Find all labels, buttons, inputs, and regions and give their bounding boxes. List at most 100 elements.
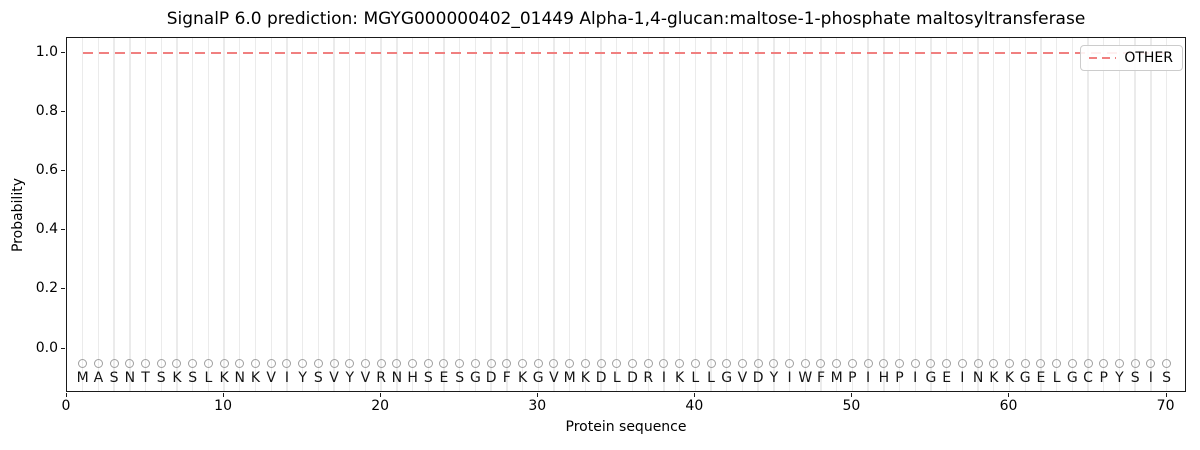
gridline [364, 38, 367, 391]
residue-marker [549, 358, 559, 368]
residue-marker [580, 358, 590, 368]
gridline [647, 38, 649, 391]
residue-marker [800, 358, 810, 368]
residue-marker [250, 358, 260, 368]
residue-marker [266, 358, 276, 368]
residue-letter: Y [345, 370, 355, 387]
residue-marker [1052, 358, 1062, 368]
gridline [663, 38, 665, 391]
gridline [993, 38, 995, 391]
x-tick-mark [537, 393, 539, 397]
residue-marker [392, 358, 402, 368]
x-tick-label: 10 [214, 398, 232, 414]
residue-marker [769, 358, 779, 368]
residue-marker [863, 358, 873, 368]
gridline [568, 38, 571, 391]
residue-marker [423, 358, 433, 368]
residue-letter: K [675, 370, 685, 387]
y-tick-label: 0.0 [35, 339, 58, 356]
residue-marker [832, 358, 842, 368]
residue-letter: N [234, 370, 246, 387]
residue-letter: P [848, 370, 857, 387]
residue-letter: V [329, 370, 339, 387]
chart-title: SignalP 6.0 prediction: MGYG000000402_01… [166, 9, 1086, 29]
gridline [160, 38, 162, 391]
residue-marker [1004, 358, 1014, 368]
gridline [616, 38, 618, 391]
residue-letter: R [376, 370, 387, 387]
residue-marker [785, 358, 795, 368]
gridline [317, 38, 320, 391]
gridline [443, 38, 445, 391]
residue-letter: L [1052, 370, 1061, 387]
gridline [1165, 38, 1168, 391]
x-tick-mark [223, 393, 225, 397]
residue-marker [1114, 358, 1124, 368]
residue-letter: F [816, 370, 826, 387]
gridline [113, 38, 115, 391]
residue-letter: L [204, 370, 213, 387]
other-probability-line [82, 51, 1167, 54]
residue-letter: D [627, 370, 638, 387]
residue-marker [1083, 358, 1093, 368]
residue-marker [502, 358, 512, 368]
residue-marker [408, 358, 418, 368]
residue-marker [895, 358, 905, 368]
residue-marker [690, 358, 700, 368]
residue-marker [172, 358, 182, 368]
residue-letter: S [188, 370, 198, 387]
y-tick-label: 1.0 [35, 43, 58, 60]
x-tick-label: 0 [61, 398, 71, 414]
residue-marker [1020, 358, 1030, 368]
y-axis-label: Probability [10, 178, 26, 253]
residue-letter: V [360, 370, 371, 387]
gridline [223, 38, 225, 391]
residue-marker [1099, 358, 1109, 368]
gridline [914, 38, 916, 391]
residue-marker [879, 358, 889, 368]
x-tick-mark [694, 393, 696, 397]
residue-marker [706, 358, 716, 368]
residue-letter: Y [1115, 370, 1124, 387]
residue-marker [957, 358, 967, 368]
residue-letter: D [752, 370, 764, 387]
residue-letter: K [219, 370, 229, 387]
gridline [380, 38, 382, 391]
residue-letter: S [313, 370, 323, 387]
residue-letter: S [156, 370, 166, 387]
residue-letter: V [549, 370, 559, 387]
residue-marker [1130, 358, 1140, 368]
gridline [883, 38, 885, 391]
gridline [553, 38, 555, 391]
residue-marker [235, 358, 245, 368]
gridline [97, 38, 100, 391]
residue-letter: T [141, 370, 150, 387]
gridline [1150, 38, 1152, 391]
x-tick-mark [851, 393, 853, 397]
residue-letter: I [913, 370, 918, 387]
y-tick-label: 0.8 [35, 102, 58, 119]
residue-letter: I [960, 370, 965, 387]
residue-marker [313, 358, 323, 368]
residue-letter: K [517, 370, 528, 387]
gridline [1024, 38, 1026, 391]
residue-marker [141, 358, 151, 368]
residue-letter: D [485, 370, 497, 387]
gridline [1055, 38, 1058, 391]
y-tick-mark [61, 170, 65, 172]
gridline [961, 38, 964, 391]
residue-marker [612, 358, 622, 368]
gridline [1008, 38, 1011, 391]
gridline [191, 38, 194, 391]
residue-marker [533, 358, 543, 368]
gridline [349, 38, 351, 391]
residue-marker [1036, 358, 1046, 368]
residue-marker [910, 358, 920, 368]
x-tick-label: 30 [528, 398, 547, 414]
residue-letter: Y [769, 370, 779, 387]
residue-letter: G [1019, 370, 1031, 387]
residue-letter: M [76, 370, 89, 387]
y-tick-mark [61, 51, 65, 53]
